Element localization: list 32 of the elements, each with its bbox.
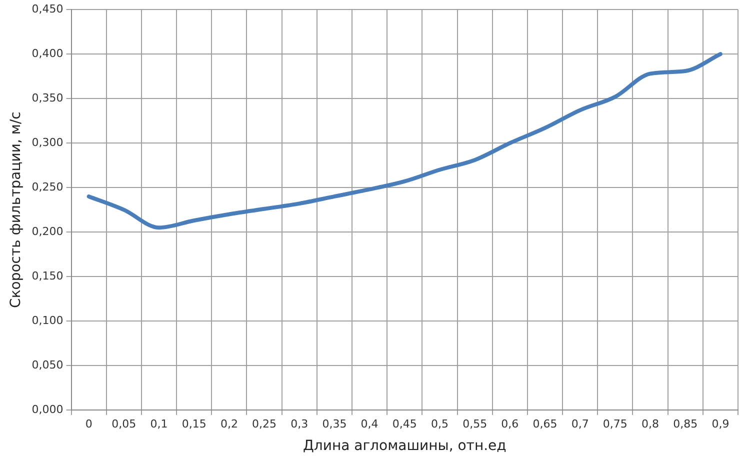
- x-tick-label: 0,15: [182, 417, 206, 430]
- x-tick-label: 0,9: [712, 417, 730, 430]
- y-axis-title: Скорость фильтрации, м/с: [8, 112, 24, 308]
- x-tick-label: 0,8: [642, 417, 660, 430]
- y-tick-label: 0,300: [32, 136, 64, 149]
- x-tick-label: 0,05: [112, 417, 136, 430]
- x-tick-label: 0,2: [220, 417, 238, 430]
- y-tick-label: 0,400: [32, 46, 64, 60]
- y-tick-label: 0,150: [32, 269, 64, 282]
- y-tick-label: 0,000: [32, 402, 64, 416]
- x-tick-label: 0,5: [430, 417, 448, 430]
- x-axis-title: Длина агломашины, отн.ед: [302, 438, 506, 454]
- x-tick-label: 0,45: [392, 417, 417, 430]
- x-tick-label: 0,65: [532, 417, 558, 430]
- y-tick-label: 0,200: [32, 224, 64, 238]
- y-tick-label: 0,250: [32, 180, 64, 194]
- x-tick-label: 0: [85, 417, 92, 430]
- y-tick-label: 0,350: [32, 91, 64, 104]
- x-tick-label: 0,7: [571, 417, 589, 430]
- x-tick-label: 0,35: [322, 417, 347, 430]
- x-tick-label: 0,85: [673, 417, 698, 430]
- x-tick-label: 0,1: [150, 417, 168, 430]
- x-tick-label: 0,55: [462, 417, 488, 430]
- x-tick-label: 0,75: [602, 417, 628, 430]
- y-tick-label: 0,450: [32, 2, 64, 16]
- y-tick-label: 0,100: [32, 314, 64, 327]
- x-tick-label: 0,3: [290, 417, 308, 430]
- x-tick-label: 0,6: [501, 417, 519, 430]
- x-tick-label: 0,4: [360, 417, 378, 430]
- line-series: [86, 52, 722, 230]
- x-tick-label: 0,25: [252, 417, 277, 430]
- y-tick-label: 0,050: [32, 358, 64, 372]
